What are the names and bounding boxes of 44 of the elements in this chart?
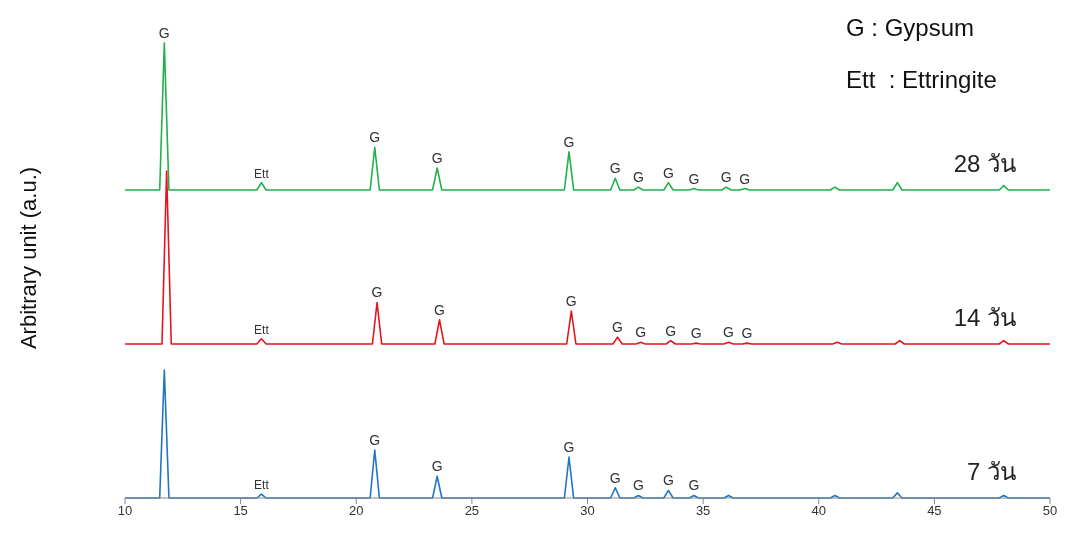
x-tick-label: 35 — [695, 503, 711, 519]
annotation: G — [723, 324, 735, 341]
annotation: G — [720, 169, 732, 186]
annotation: Ett — [254, 322, 270, 337]
annotation: G — [369, 432, 381, 448]
x-tick-label: 10 — [117, 503, 133, 519]
annotation: G — [688, 170, 700, 187]
annotation: G — [369, 129, 381, 146]
annotation: G — [563, 133, 575, 150]
x-tick-label: 20 — [349, 503, 364, 519]
annotation: Ett — [254, 478, 270, 493]
annotation: G — [612, 319, 624, 336]
annotation: G — [662, 164, 674, 181]
series-label: 28 วัน — [953, 149, 1016, 179]
annotation: G — [563, 439, 575, 456]
annotation: G — [609, 160, 621, 177]
annotation: Ett : Ettringite — [846, 66, 997, 94]
series-label: 7 วัน — [966, 457, 1016, 487]
series-label: 14 วัน — [953, 303, 1016, 333]
annotation: G — [371, 284, 383, 301]
x-tick-label: 15 — [233, 503, 248, 519]
x-tick-label: 30 — [580, 503, 595, 519]
text: G : Gypsum — [846, 14, 975, 42]
x-tick-label: 45 — [927, 503, 942, 519]
annotation: G — [635, 324, 647, 341]
y-axis-title: Arbitrary unit (a.u.) — [16, 166, 42, 350]
annotation: G — [632, 169, 644, 186]
x-tick-label: 50 — [1042, 503, 1058, 519]
annotation: G — [632, 477, 644, 494]
annotation: G — [688, 477, 700, 494]
annotation: G — [662, 472, 674, 489]
annotation: G — [434, 301, 445, 318]
x-tick-label: 25 — [464, 503, 480, 519]
annotation: G — [741, 325, 753, 342]
annotation: G — [565, 293, 577, 310]
annotation: G — [690, 325, 702, 342]
annotation: G — [609, 469, 621, 486]
annotation: G — [158, 25, 170, 41]
annotation: G — [665, 322, 677, 339]
annotation: Ett — [254, 166, 270, 181]
annotation: G — [431, 458, 443, 475]
annotation: G — [431, 149, 443, 166]
annotation: G — [739, 170, 751, 187]
x-tick-label: 40 — [811, 503, 826, 519]
